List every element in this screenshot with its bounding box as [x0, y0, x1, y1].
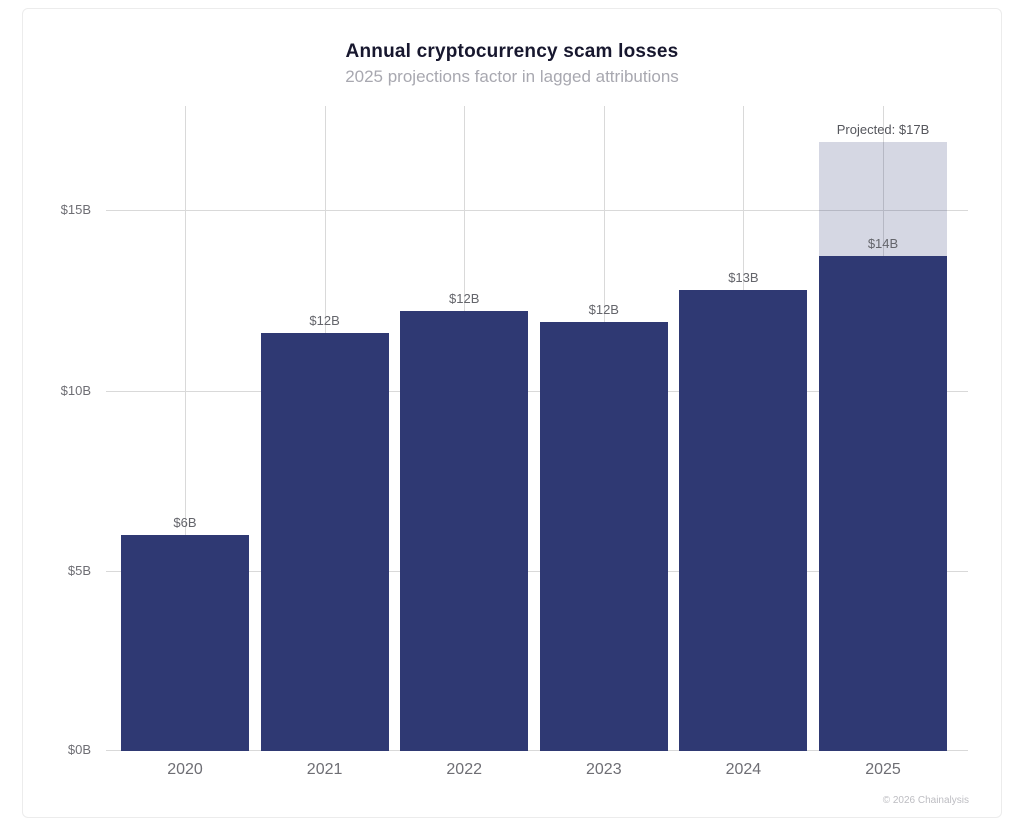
- chart-card: Annual cryptocurrency scam losses 2025 p…: [22, 8, 1002, 818]
- gridline-horizontal: [106, 750, 968, 751]
- chart-title: Annual cryptocurrency scam losses: [345, 41, 679, 62]
- bar-2024: [679, 289, 807, 751]
- x-tick-label: 2022: [446, 761, 482, 778]
- bar-2023: [540, 322, 668, 751]
- bar-2021: [261, 333, 389, 751]
- attribution: © 2026 Chainalysis: [882, 795, 969, 806]
- x-tick-label: 2020: [167, 761, 203, 778]
- gridline-vertical: [185, 106, 186, 751]
- bar-2022: [400, 311, 528, 751]
- y-tick-label: $10B: [60, 383, 91, 398]
- x-tick-label: 2023: [586, 761, 622, 778]
- bars-layer: [106, 106, 968, 751]
- gridline-horizontal: [106, 571, 968, 572]
- bar-value-label: $12B: [588, 302, 619, 318]
- gridline-horizontal: [106, 210, 968, 211]
- x-tick-label: 2021: [306, 761, 343, 778]
- bar-2025: [819, 255, 947, 751]
- bar-2020: [121, 534, 249, 751]
- bar-value-label: $12B: [309, 313, 340, 328]
- gridline-horizontal: [106, 391, 968, 392]
- plot-area: $6B $12B $12B $12B $13B $14B Projected: $17B: [106, 106, 968, 751]
- chart-subtitle: 2025 projections factor in lagged attrib…: [345, 67, 679, 86]
- y-tick-label: $15B: [60, 202, 91, 217]
- bar-value-label: $14B: [867, 235, 899, 251]
- x-tick-label: 2025: [865, 761, 901, 778]
- bar-value-label: $12B: [449, 291, 480, 307]
- bar-value-label: $6B: [173, 514, 197, 530]
- y-tick-label: $0B: [67, 742, 91, 757]
- y-tick-label: $5B: [67, 563, 91, 578]
- x-tick-label: 2024: [725, 761, 762, 778]
- projection-bar: [819, 142, 947, 256]
- bar-value-label: $13B: [728, 269, 759, 285]
- projection-label: Projected: $17B: [836, 122, 930, 138]
- bar-labels-layer: $6B $12B $12B $12B $13B $14B Projected: $17B: [106, 106, 968, 751]
